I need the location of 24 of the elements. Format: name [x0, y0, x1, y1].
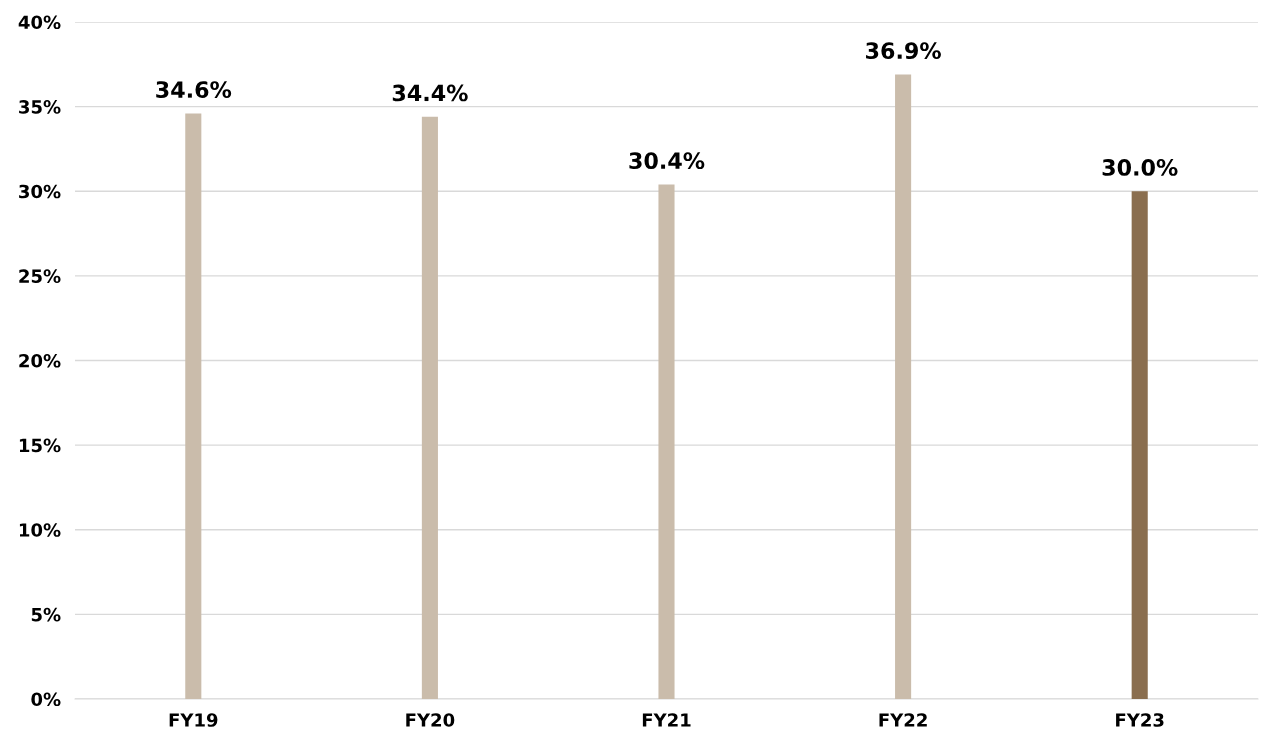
y-tick-label: 10% — [19, 523, 61, 537]
bar — [185, 113, 202, 699]
bar — [658, 184, 675, 699]
bar — [421, 116, 438, 699]
y-tick-label: 15% — [19, 438, 61, 453]
y-tick-label: 5% — [31, 607, 61, 622]
data-label: 30.0% — [1102, 159, 1178, 176]
data-label: 34.4% — [392, 84, 468, 102]
x-tick-label: FY19 — [169, 713, 218, 727]
x-tick-label: FY22 — [879, 713, 927, 727]
y-tick-label: 20% — [19, 353, 61, 368]
y-tick-label: 0% — [31, 692, 61, 707]
y-tick-label: 35% — [19, 100, 61, 114]
y-tick-label: 40% — [18, 15, 61, 30]
y-tick-label: 30% — [19, 184, 61, 199]
y-tick-label: 25% — [19, 269, 61, 283]
data-label: 34.6% — [156, 81, 232, 98]
bar — [895, 74, 912, 699]
x-tick-label: FY23 — [1116, 713, 1164, 727]
data-label: 36.9% — [866, 42, 941, 60]
x-tick-label: FY20 — [406, 713, 455, 727]
x-tick-label: FY21 — [642, 713, 691, 727]
data-label: 30.4% — [629, 152, 705, 170]
bar — [1131, 191, 1148, 699]
